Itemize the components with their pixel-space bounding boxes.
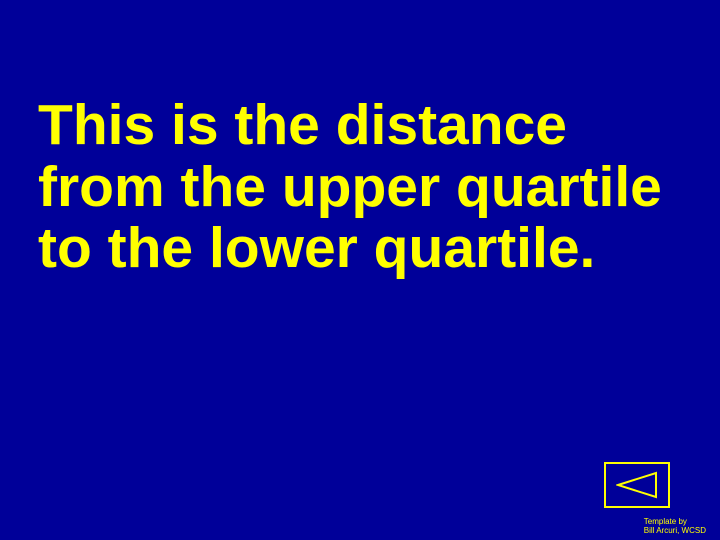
template-credit: Template by Bill Arcuri, WCSD (644, 518, 706, 536)
arrow-left-icon (616, 471, 658, 499)
credit-line-2: Bill Arcuri, WCSD (644, 527, 706, 536)
back-button[interactable] (604, 462, 670, 508)
clue-text: This is the distance from the upper quar… (38, 95, 678, 280)
